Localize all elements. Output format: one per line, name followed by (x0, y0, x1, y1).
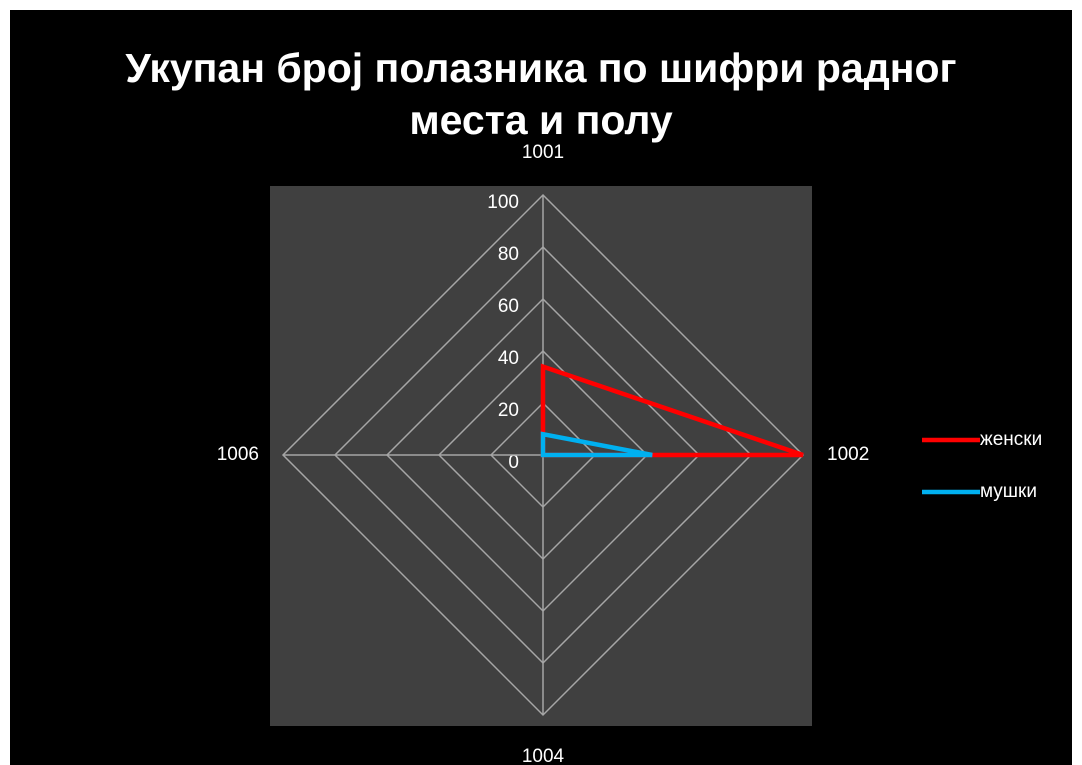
r-tick-label: 60 (498, 296, 519, 317)
r-tick-label: 20 (498, 400, 519, 421)
legend-label: мушки (980, 481, 1037, 502)
series-line (540, 363, 804, 458)
r-tick-label: 100 (487, 192, 519, 213)
category-label: 1001 (522, 142, 564, 163)
chart-title: Укупан број полазника по шифри радног ме… (125, 45, 957, 143)
series-line (540, 431, 653, 458)
category-label: 1006 (217, 444, 259, 465)
category-label: 1004 (522, 746, 565, 765)
category-label: 1002 (827, 444, 869, 465)
r-tick-label: 40 (498, 348, 519, 369)
r-tick-label: 0 (508, 452, 519, 473)
r-tick-label: 80 (498, 244, 519, 265)
legend-label: женски (980, 429, 1042, 450)
